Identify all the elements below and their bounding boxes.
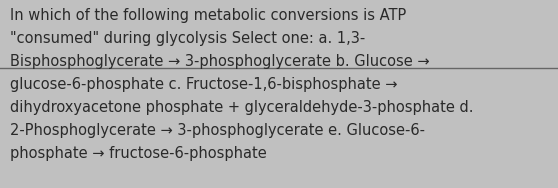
Text: Bisphosphoglycerate → 3-phosphoglycerate b. Glucose →: Bisphosphoglycerate → 3-phosphoglycerate… (10, 54, 430, 69)
Text: dihydroxyacetone phosphate + glyceraldehyde-3-phosphate d.: dihydroxyacetone phosphate + glyceraldeh… (10, 100, 474, 115)
Text: "consumed" during glycolysis Select one: a. 1,3-: "consumed" during glycolysis Select one:… (10, 31, 365, 46)
Text: glucose-6-phosphate c. Fructose-1,6-bisphosphate →: glucose-6-phosphate c. Fructose-1,6-bisp… (10, 77, 397, 92)
Text: 2-Phosphoglycerate → 3-phosphoglycerate e. Glucose-6-: 2-Phosphoglycerate → 3-phosphoglycerate … (10, 123, 425, 138)
Text: phosphate → fructose-6-phosphate: phosphate → fructose-6-phosphate (10, 146, 267, 161)
Text: In which of the following metabolic conversions is ATP: In which of the following metabolic conv… (10, 8, 406, 23)
